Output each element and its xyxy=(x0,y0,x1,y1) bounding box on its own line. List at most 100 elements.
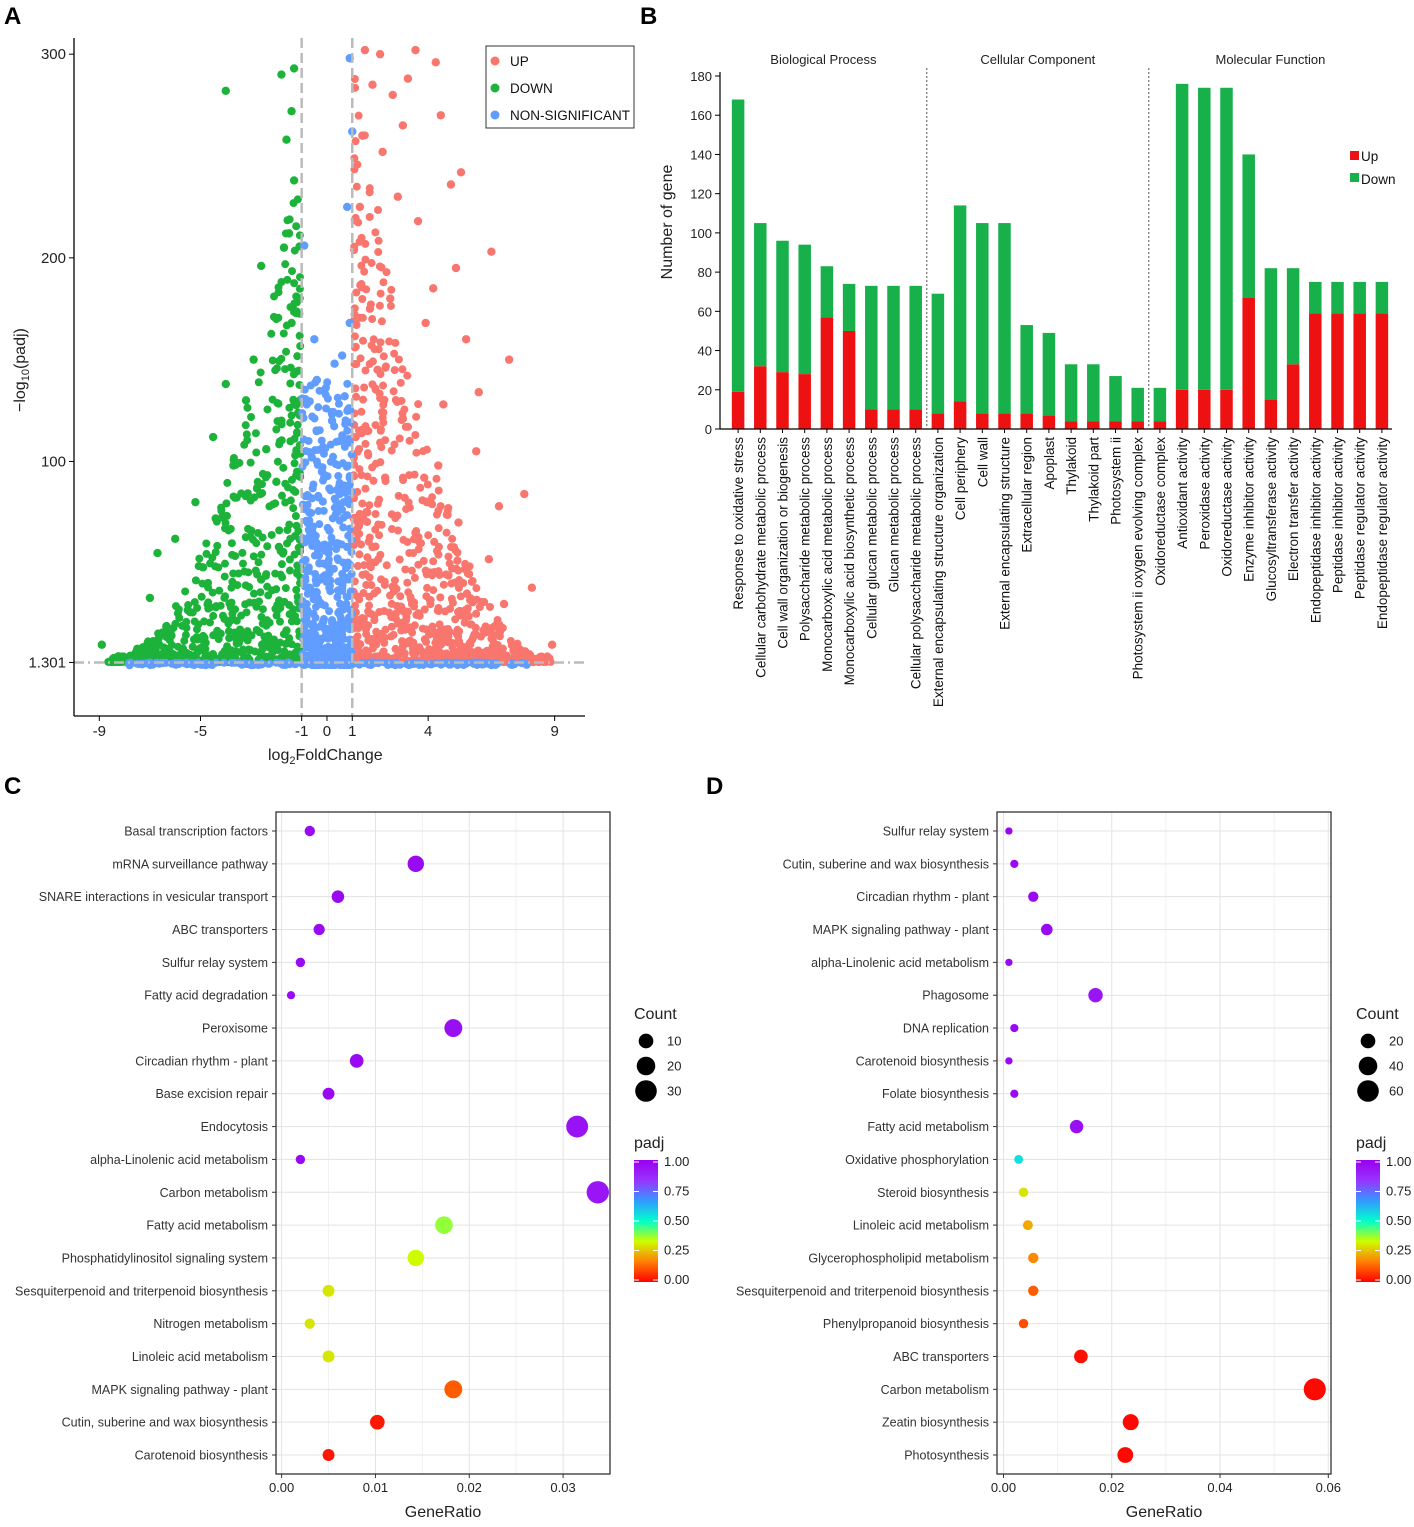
pathway-label-2-15: Nitrogen metabolism xyxy=(153,1317,268,1331)
volcano-point-down xyxy=(228,550,237,559)
volcano-point-down xyxy=(234,638,243,647)
volcano-point-up xyxy=(390,576,399,585)
go-category-label-12: External encapsulating structure xyxy=(998,437,1013,630)
bar-up-5 xyxy=(842,330,856,429)
x-tick-3-0: 0.00 xyxy=(991,1480,1016,1495)
padj-legend-label-3-2: 0.50 xyxy=(1386,1213,1411,1228)
volcano-point-up xyxy=(469,633,478,642)
go-category-label-0: Response to oxidative stress xyxy=(731,437,746,610)
pathway-dot-2-18 xyxy=(369,1414,385,1430)
go-category-label-16: Thylakoid part xyxy=(1086,437,1101,522)
volcano-point-2-15 xyxy=(332,485,342,495)
volcano-point-down xyxy=(158,630,167,639)
volcano-point-2-13 xyxy=(307,453,316,462)
dotplot-bg-3 xyxy=(997,812,1331,1474)
pathway-label-3-18: Zeatin biosynthesis xyxy=(882,1416,989,1430)
dotplot-frame-2 xyxy=(275,811,611,1475)
volcano-point-0-28 xyxy=(363,426,372,436)
volcano-point-0-22 xyxy=(461,335,471,344)
volcano-point-ns xyxy=(310,551,319,560)
volcano-point-up xyxy=(353,592,362,601)
volcano-y-tick-0: 1.301 xyxy=(28,654,66,671)
volcano-point-down xyxy=(214,563,223,572)
volcano-point-up xyxy=(380,580,389,589)
volcano-y-tick-2: 200 xyxy=(41,250,66,267)
volcano-point-down xyxy=(228,609,237,618)
volcano-point-up xyxy=(409,638,418,647)
volcano-point-down xyxy=(249,589,258,598)
volcano-point-up xyxy=(385,608,394,617)
pathway-dot-2-9 xyxy=(566,1115,589,1138)
pathway-dot-2-15 xyxy=(304,1318,315,1329)
count-legend-label-3-1: 40 xyxy=(1389,1059,1403,1074)
volcano-point-0-45 xyxy=(515,644,524,653)
count-legend-label-2-0: 10 xyxy=(667,1034,681,1049)
bar-down-4 xyxy=(820,266,834,318)
volcano-point-0-1 xyxy=(375,49,385,59)
volcano-point-up xyxy=(391,338,400,347)
pathway-label-2-13: Phosphatidylinositol signaling system xyxy=(62,1251,268,1265)
go-category-label-1: Cellular carbohydrate metabolic process xyxy=(753,437,768,678)
volcano-point-down xyxy=(239,645,248,654)
volcano-point-down xyxy=(217,503,226,512)
volcano-point-up xyxy=(358,295,367,304)
volcano-point-down xyxy=(257,550,266,559)
volcano-point-up xyxy=(359,395,368,404)
volcano-point-up xyxy=(400,405,409,414)
volcano-x-axis-title: log2FoldChange xyxy=(268,747,383,767)
volcano-point-down xyxy=(267,530,276,539)
volcano-point-down xyxy=(258,489,267,498)
x-tick-3-2: 0.04 xyxy=(1207,1480,1232,1495)
volcano-point-down xyxy=(252,483,261,492)
volcano-point-down xyxy=(281,365,290,374)
volcano-point-up xyxy=(405,436,414,445)
volcano-point-0-13 xyxy=(393,192,403,201)
volcano-point-up xyxy=(442,528,451,537)
bar-up-26 xyxy=(1309,313,1322,429)
volcano-point-down xyxy=(285,566,294,575)
volcano-point-down xyxy=(267,329,276,338)
count-legend-title-2: Count xyxy=(634,1006,677,1023)
volcano-points xyxy=(97,45,557,670)
volcano-point-up xyxy=(506,636,515,645)
volcano-point-up xyxy=(390,582,399,591)
volcano-point-up xyxy=(466,620,475,629)
volcano-point-up xyxy=(373,586,382,595)
volcano-point-up xyxy=(387,446,396,455)
volcano-point-up xyxy=(357,283,366,292)
volcano-point-ns xyxy=(308,523,317,532)
pathway-label-3-7: Carotenoid biosynthesis xyxy=(856,1054,989,1068)
volcano-point-ns xyxy=(308,412,317,421)
bar-down-20 xyxy=(1175,83,1189,390)
volcano-point-down xyxy=(230,493,239,502)
volcano-point-up xyxy=(390,349,399,358)
bar-down-1 xyxy=(754,223,767,367)
volcano-point-2-3 xyxy=(300,241,309,250)
go-groups: Biological Process Cellular Component Mole… xyxy=(770,52,1325,429)
volcano-point-ns xyxy=(320,543,329,552)
volcano-point-up xyxy=(398,365,407,374)
pathway-dot-3-8 xyxy=(1010,1089,1019,1098)
volcano-point-ns xyxy=(314,643,323,652)
volcano-point-1-35 xyxy=(262,652,271,662)
pathway-label-3-16: ABC transporters xyxy=(893,1350,989,1364)
volcano-point-0-26 xyxy=(439,400,448,409)
pathway-label-3-12: Linoleic acid metabolism xyxy=(853,1219,989,1233)
volcano-point-ns xyxy=(312,587,321,596)
go-y-tick-2: 40 xyxy=(698,344,712,359)
volcano-point-up xyxy=(372,640,381,649)
go-legend: Up Down xyxy=(1350,149,1396,187)
volcano-point-up xyxy=(434,567,443,576)
volcano-y-axis-title: −log10(padj) xyxy=(12,328,32,412)
volcano-point-0-46 xyxy=(479,648,489,658)
volcano-point-up xyxy=(434,506,443,515)
pathway-label-3-5: Phagosome xyxy=(922,989,989,1003)
bar-up-18 xyxy=(1131,421,1144,429)
volcano-point-down xyxy=(255,628,264,637)
volcano-point-2-12 xyxy=(335,436,344,446)
volcano-point-ns xyxy=(309,540,318,549)
volcano-point-ns xyxy=(324,634,333,643)
volcano-point-up xyxy=(357,261,366,270)
volcano-point-up xyxy=(387,285,396,294)
volcano-point-1-23 xyxy=(274,542,284,552)
